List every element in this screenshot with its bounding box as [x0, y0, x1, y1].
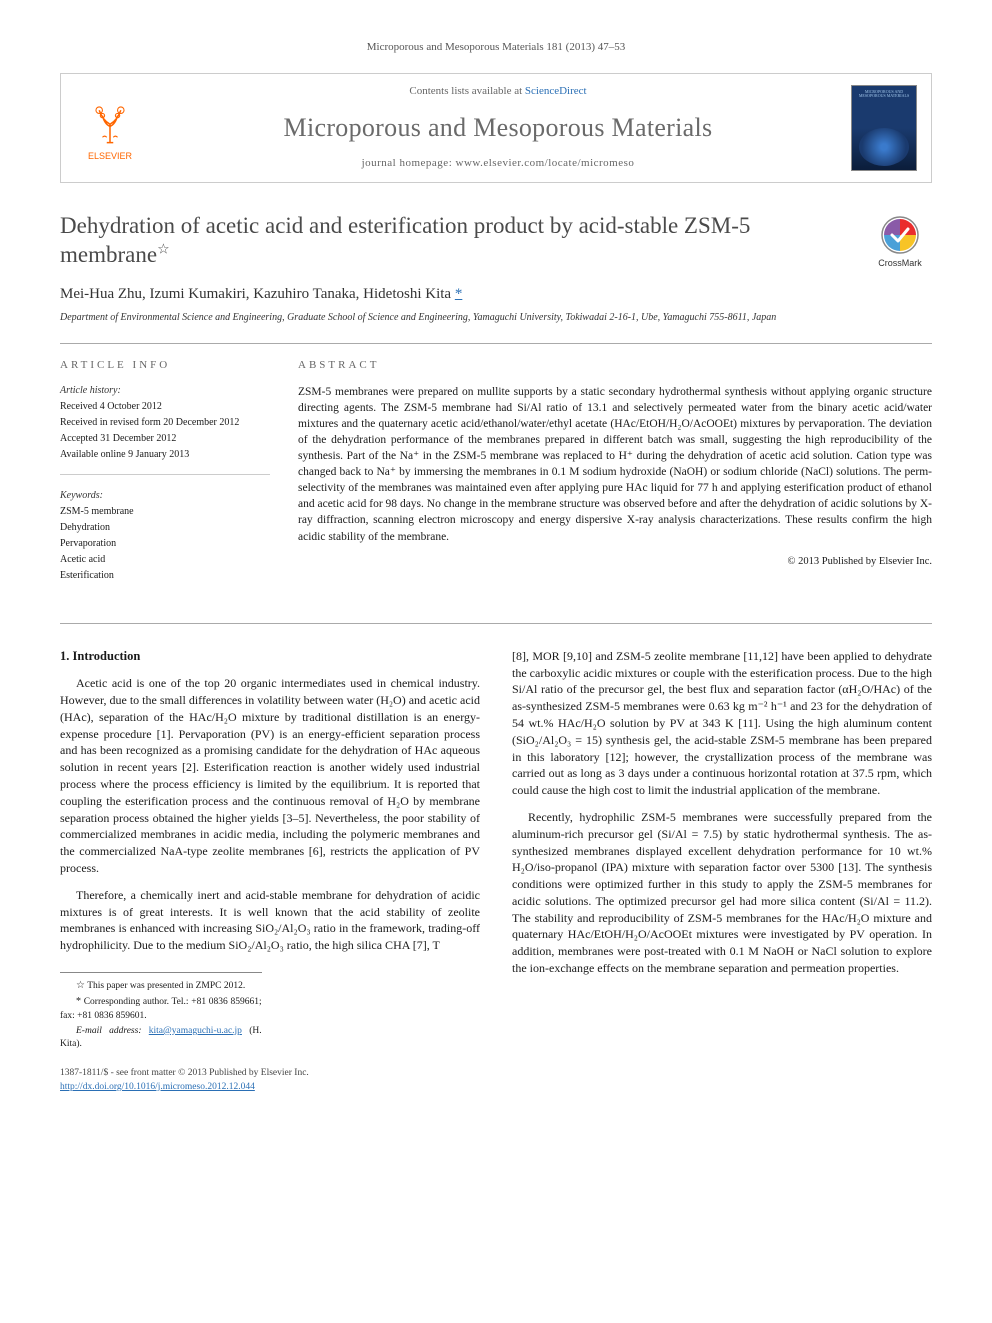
body-right-column: [8], MOR [9,10] and ZSM-5 zeolite membra… [512, 648, 932, 1054]
received-date: Received 4 October 2012 [60, 400, 270, 414]
keyword-item: Acetic acid [60, 553, 270, 567]
abstract-column: abstract ZSM-5 membranes were prepared o… [298, 358, 932, 608]
doi-link[interactable]: http://dx.doi.org/10.1016/j.micromeso.20… [60, 1082, 255, 1092]
article-history-block: Article history: Received 4 October 2012… [60, 384, 270, 475]
article-info-label: article info [60, 358, 270, 373]
abstract-text: ZSM-5 membranes were prepared on mullite… [298, 384, 932, 545]
sciencedirect-link[interactable]: ScienceDirect [525, 85, 587, 97]
keyword-item: Pervaporation [60, 537, 270, 551]
affiliation: Department of Environmental Science and … [60, 311, 932, 325]
keyword-item: ZSM-5 membrane [60, 505, 270, 519]
accepted-date: Accepted 31 December 2012 [60, 432, 270, 446]
article-info-column: article info Article history: Received 4… [60, 358, 270, 608]
keyword-item: Dehydration [60, 521, 270, 535]
footnote-corresponding-text: Corresponding author. Tel.: +81 0836 859… [60, 997, 262, 1020]
journal-cover-thumbnail[interactable]: MICROPOROUS AND MESOPOROUS MATERIALS [851, 85, 917, 171]
online-date: Available online 9 January 2013 [60, 448, 270, 462]
homepage-url[interactable]: www.elsevier.com/locate/micromeso [456, 157, 635, 169]
footnotes-block: ☆ This paper was presented in ZMPC 2012.… [60, 972, 262, 1051]
contents-prefix: Contents lists available at [409, 85, 524, 97]
title-note-marker: ☆ [157, 243, 170, 258]
corresponding-author-marker[interactable]: * [455, 286, 463, 302]
crossmark-label: CrossMark [878, 257, 922, 270]
section-heading-intro: 1. Introduction [60, 648, 480, 666]
footnote-presented-text: This paper was presented in ZMPC 2012. [87, 981, 245, 991]
authors-text: Mei-Hua Zhu, Izumi Kumakiri, Kazuhiro Ta… [60, 286, 451, 302]
footnote-presented: ☆ This paper was presented in ZMPC 2012. [60, 979, 262, 993]
body-two-column: 1. Introduction Acetic acid is one of th… [60, 648, 932, 1054]
article-title-text: Dehydration of acetic acid and esterific… [60, 213, 750, 268]
body-paragraph: Recently, hydrophilic ZSM-5 membranes we… [512, 809, 932, 977]
citation-header: Microporous and Mesoporous Materials 181… [60, 40, 932, 55]
footnote-star-icon: ☆ [76, 980, 85, 991]
journal-homepage-line: journal homepage: www.elsevier.com/locat… [145, 156, 851, 171]
elsevier-logo[interactable]: ELSEVIER [75, 88, 145, 168]
journal-name: Microporous and Mesoporous Materials [145, 110, 851, 146]
body-paragraph: Therefore, a chemically inert and acid-s… [60, 887, 480, 954]
crossmark-badge[interactable]: CrossMark [868, 215, 932, 270]
elsevier-logo-text: ELSEVIER [88, 150, 132, 163]
keywords-block: Keywords: ZSM-5 membrane Dehydration Per… [60, 489, 270, 595]
abstract-copyright: © 2013 Published by Elsevier Inc. [298, 555, 932, 570]
abstract-label: abstract [298, 358, 932, 373]
email-label: E-mail address: [76, 1026, 142, 1036]
issn-copyright-line: 1387-1811/$ - see front matter © 2013 Pu… [60, 1067, 932, 1080]
elsevier-tree-icon [83, 94, 137, 148]
body-paragraph: [8], MOR [9,10] and ZSM-5 zeolite membra… [512, 648, 932, 799]
body-left-column: 1. Introduction Acetic acid is one of th… [60, 648, 480, 1054]
homepage-prefix: journal homepage: [362, 157, 456, 169]
keyword-item: Esterification [60, 569, 270, 583]
crossmark-icon [880, 215, 920, 255]
history-heading: Article history: [60, 384, 270, 398]
body-paragraph: Acetic acid is one of the top 20 organic… [60, 675, 480, 877]
cover-title-text: MICROPOROUS AND MESOPOROUS MATERIALS [856, 90, 912, 99]
footnote-email: E-mail address: kita@yamaguchi-u.ac.jp (… [60, 1025, 262, 1052]
bottom-citation-bar: 1387-1811/$ - see front matter © 2013 Pu… [60, 1067, 932, 1094]
cover-image-icon [859, 128, 909, 166]
corresponding-email-link[interactable]: kita@yamaguchi-u.ac.jp [149, 1026, 242, 1036]
revised-date: Received in revised form 20 December 201… [60, 416, 270, 430]
footnote-corr-star-icon: * [76, 996, 81, 1007]
article-title: Dehydration of acetic acid and esterific… [60, 211, 852, 271]
author-list: Mei-Hua Zhu, Izumi Kumakiri, Kazuhiro Ta… [60, 284, 932, 305]
keywords-heading: Keywords: [60, 489, 270, 503]
contents-list-line: Contents lists available at ScienceDirec… [145, 84, 851, 99]
journal-header-box: ELSEVIER Contents lists available at Sci… [60, 73, 932, 182]
footnote-corresponding: * Corresponding author. Tel.: +81 0836 8… [60, 995, 262, 1023]
